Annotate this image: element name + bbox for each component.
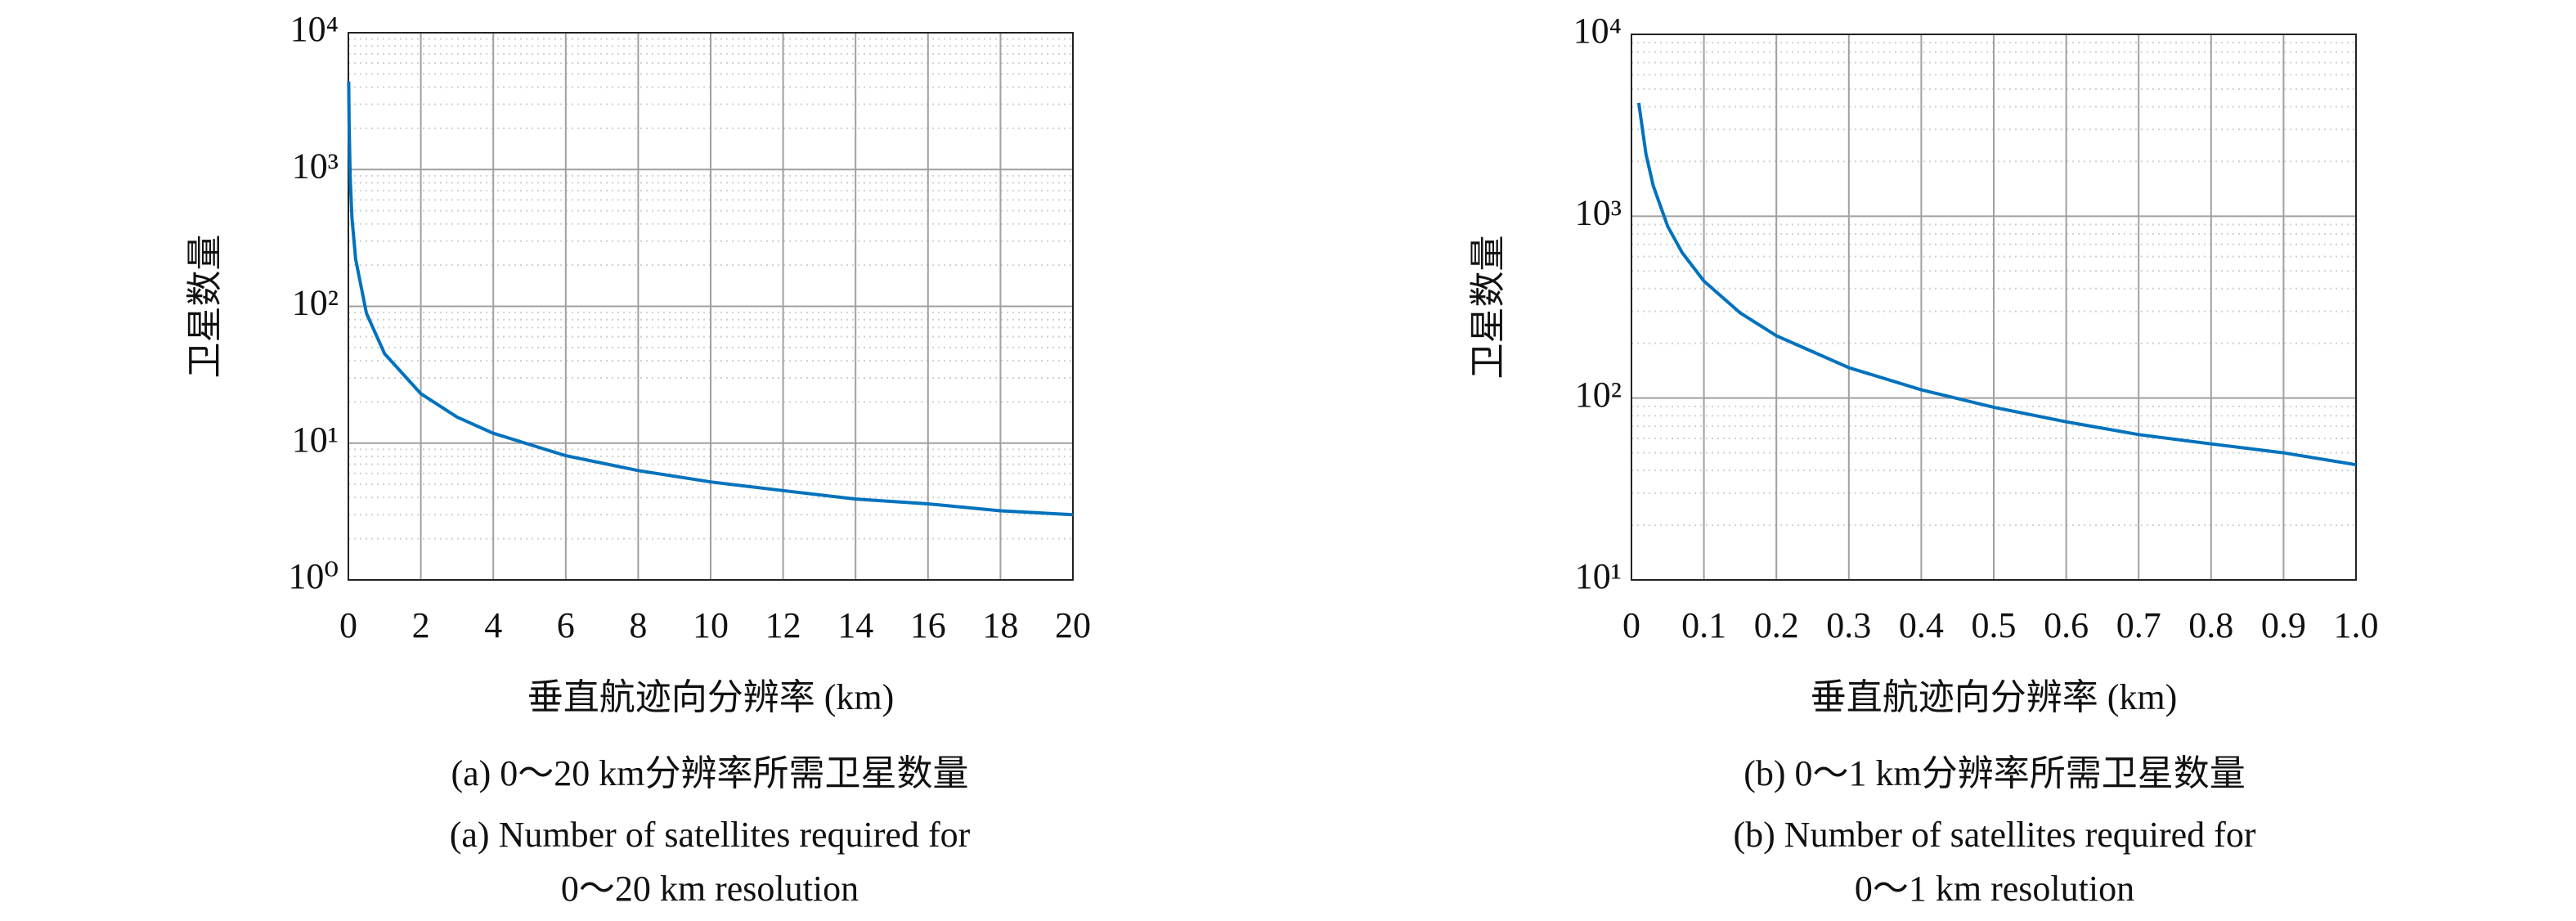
x-tick-label: 4: [484, 605, 502, 645]
axes-box: [1631, 34, 2357, 581]
y-tick-label: 10⁰: [288, 556, 339, 596]
x-tick-label: 0.2: [1754, 605, 1799, 645]
y-tick-label: 10²: [292, 283, 339, 323]
x-tick-label: 14: [837, 605, 873, 645]
x-tick-label: 12: [765, 605, 801, 645]
x-tick-label: 0: [339, 605, 357, 645]
x-tick-label: 6: [557, 605, 575, 645]
y-tick-label: 10²: [1575, 375, 1622, 415]
x-tick-label: 18: [982, 605, 1018, 645]
x-axis-label: 垂直航迹向分辨率 (km): [1811, 677, 2178, 717]
x-tick-label: 0: [1622, 605, 1640, 645]
x-tick-label: 20: [1055, 605, 1091, 645]
data-line: [347, 81, 1074, 517]
x-tick-label: 2: [412, 605, 430, 645]
x-tick-label: 0.8: [2188, 605, 2233, 645]
x-tick-label: 0.6: [2044, 605, 2089, 645]
x-tick-label: 10: [693, 605, 729, 645]
x-tick-label: 0.5: [1972, 605, 2017, 645]
x-tick-label: 0.9: [2261, 605, 2306, 645]
x-tick-label: 0.7: [2116, 605, 2161, 645]
x-axis-label: 垂直航迹向分辨率 (km): [527, 677, 895, 717]
data-line: [1636, 102, 2357, 467]
y-axis-label: 卫星数量: [1468, 236, 1508, 380]
caption-line: (b) Number of satellites required for: [1734, 815, 2256, 855]
y-tick-label: 10³: [292, 146, 339, 186]
x-tick-label: 16: [910, 605, 946, 645]
y-axis-label: 卫星数量: [185, 235, 225, 379]
caption-line: (a) Number of satellites required for: [450, 815, 971, 855]
x-tick-label: 0.3: [1826, 605, 1871, 645]
caption-line: 0～20 km resolution: [561, 869, 859, 909]
caption-line: (a) 0～20 km分辨率所需卫星数量: [451, 753, 968, 793]
caption-line: (b) 0～1 km分辨率所需卫星数量: [1744, 753, 2246, 793]
x-tick-label: 8: [629, 605, 647, 645]
axes-box: [348, 32, 1074, 581]
x-tick-label: 1.0: [2334, 605, 2379, 645]
y-tick-label: 10⁴: [1573, 11, 1622, 51]
y-tick-label: 10³: [1575, 192, 1622, 232]
x-tick-label: 0.1: [1681, 605, 1726, 645]
caption-line: 0～1 km resolution: [1855, 869, 2134, 909]
y-tick-label: 10⁴: [290, 9, 339, 49]
y-tick-label: 10¹: [292, 420, 339, 460]
y-tick-label: 10¹: [1575, 556, 1622, 596]
x-tick-label: 0.4: [1899, 605, 1944, 645]
